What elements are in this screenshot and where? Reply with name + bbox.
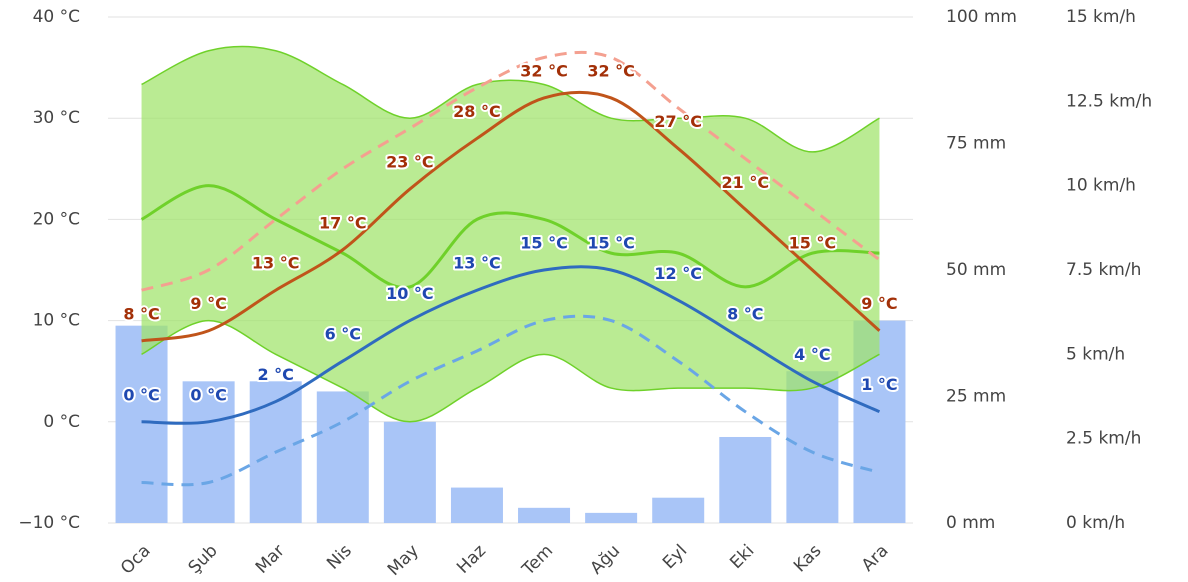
wind-mean-line [140,184,880,290]
data-label: 10 °C [386,284,434,303]
data-label: 32 °C [520,61,568,80]
temperature-line [141,90,881,343]
y2-tick-label: 50 mm [946,260,1006,280]
y3-tick-label: 15 km/h [1066,7,1136,27]
y2-tick-label: 75 mm [946,134,1006,154]
x-tick-label: Nis [323,541,356,574]
y3-tick-label: 12.5 km/h [1066,91,1152,111]
data-label: 0 °C [190,385,226,404]
data-label: 8 °C [123,304,159,323]
y3-tick-label: 10 km/h [1066,176,1136,196]
y2-tick-label: 0 mm [946,513,995,533]
precipitation-bar [585,512,638,523]
wind-lower-line [141,319,880,423]
precipitation-bar [719,436,772,523]
precipitation-bar [383,421,436,523]
precipitation-bar [450,487,503,523]
x-tick-label: May [384,541,423,580]
precipitation-bar [652,497,705,523]
y-tick-label: 30 °C [33,108,80,128]
data-label: 15 °C [587,234,635,253]
y-tick-label: 10 °C [33,311,80,331]
x-tick-label: Kas [790,541,826,577]
data-label: 27 °C [654,112,702,131]
precipitation-bar [518,507,571,523]
x-tick-label: Şub [185,541,222,578]
x-tick-label: Tem [518,541,557,580]
precipitation-bar [316,391,369,523]
data-label: 32 °C [587,61,635,80]
x-tick-label: Eyl [659,541,691,573]
data-label: 1 °C [861,375,897,394]
x-tick-label: Oca [117,541,155,579]
y-tick-label: 40 °C [33,7,80,27]
precipitation-bar [182,381,235,523]
x-tick-label: Eki [726,541,758,573]
y-tick-label: 20 °C [33,209,80,229]
wind-upper-line [141,45,880,153]
y3-tick-label: 2.5 km/h [1066,429,1141,449]
data-label: 9 °C [861,294,897,313]
precipitation-bar [786,371,839,523]
data-label: 8 °C [727,304,763,323]
data-label: 15 °C [789,234,837,253]
data-label: 23 °C [386,153,434,172]
data-label: 12 °C [654,264,702,283]
data-label: 28 °C [453,102,501,121]
y-tick-label: −10 °C [18,513,80,533]
data-label: 17 °C [319,213,367,232]
temperature-line [141,265,881,425]
data-label: 15 °C [520,234,568,253]
x-tick-label: Mar [252,541,289,578]
precipitation-bar [115,325,168,523]
wind-range-area [141,46,880,422]
y3-tick-label: 5 km/h [1066,344,1125,364]
y3-tick-label: 0 km/h [1066,513,1125,533]
data-label: 9 °C [190,294,226,313]
x-tick-label: Ara [858,541,893,576]
y3-tick-label: 7.5 km/h [1066,260,1141,280]
temperature-line [141,314,880,487]
y2-tick-label: 100 mm [946,7,1017,27]
data-label: 0 °C [123,385,159,404]
x-tick-label: Haz [453,541,490,578]
data-label: 6 °C [325,325,361,344]
temperature-line [141,50,881,292]
y2-tick-label: 25 mm [946,387,1006,407]
y-tick-label: 0 °C [43,412,80,432]
data-label: 21 °C [722,173,770,192]
data-label: 2 °C [257,365,293,384]
x-tick-label: Ağu [587,541,625,579]
data-label: 4 °C [794,345,830,364]
data-label: 13 °C [252,254,300,273]
data-label: 13 °C [453,254,501,273]
